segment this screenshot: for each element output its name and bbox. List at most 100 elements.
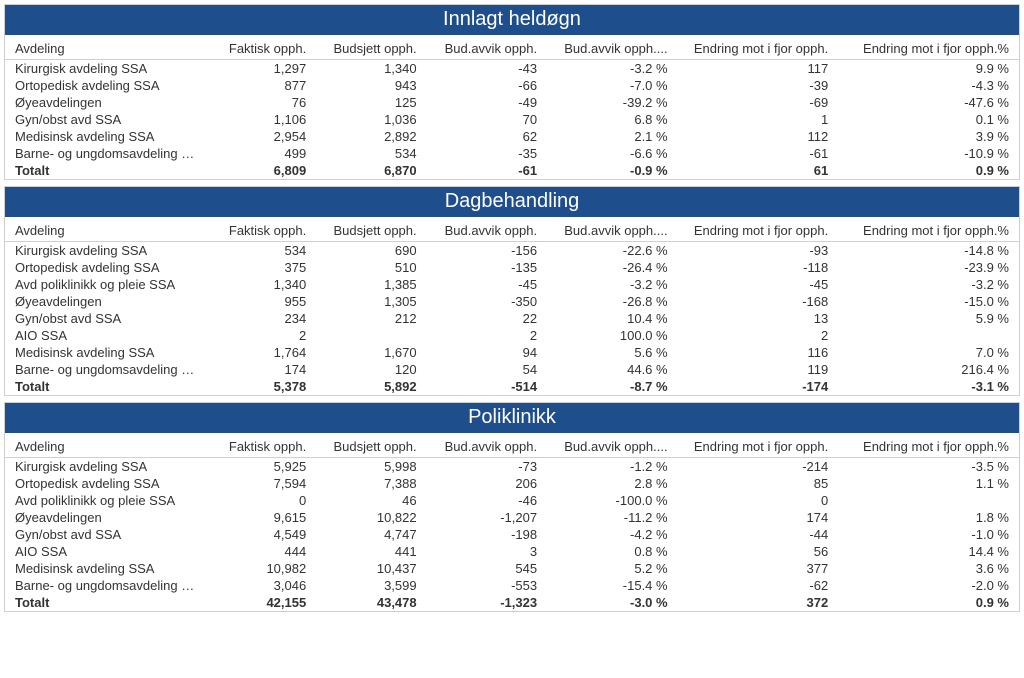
value-cell: -62 <box>678 577 839 594</box>
total-label: Totalt <box>5 594 206 611</box>
value-cell: 94 <box>427 344 547 361</box>
table-row: Medisinsk avdeling SSA1,7641,670945.6 %1… <box>5 344 1019 361</box>
total-value: 5,892 <box>316 378 426 395</box>
header-row: AvdelingFaktisk opph.Budsjett opph.Bud.a… <box>5 217 1019 242</box>
total-value: 42,155 <box>206 594 316 611</box>
value-cell <box>838 327 1019 344</box>
column-header: Endring mot i fjor opph. <box>678 35 839 60</box>
value-cell: -69 <box>678 94 839 111</box>
value-cell: 1.1 % <box>838 475 1019 492</box>
value-cell: -26.8 % <box>547 293 678 310</box>
table-row: Øyeavdelingen9551,305-350-26.8 %-168-15.… <box>5 293 1019 310</box>
value-cell: 441 <box>316 543 426 560</box>
value-cell: -2.0 % <box>838 577 1019 594</box>
value-cell: -66 <box>427 77 547 94</box>
value-cell: 1,297 <box>206 60 316 78</box>
dept-cell: Kirurgisk avdeling SSA <box>5 242 206 260</box>
value-cell: 119 <box>678 361 839 378</box>
dept-cell: Øyeavdelingen <box>5 94 206 111</box>
value-cell: 1,340 <box>206 276 316 293</box>
value-cell: 943 <box>316 77 426 94</box>
table-row: AIO SSA44444130.8 %5614.4 % <box>5 543 1019 560</box>
value-cell: 3.6 % <box>838 560 1019 577</box>
value-cell: 1 <box>678 111 839 128</box>
value-cell: -23.9 % <box>838 259 1019 276</box>
value-cell: -14.8 % <box>838 242 1019 260</box>
value-cell: -61 <box>678 145 839 162</box>
table-row: Kirurgisk avdeling SSA1,2971,340-43-3.2 … <box>5 60 1019 78</box>
total-value: 372 <box>678 594 839 611</box>
value-cell: 100.0 % <box>547 327 678 344</box>
value-cell: 120 <box>316 361 426 378</box>
header-row: AvdelingFaktisk opph.Budsjett opph.Bud.a… <box>5 35 1019 60</box>
total-value: -514 <box>427 378 547 395</box>
dept-cell: AIO SSA <box>5 327 206 344</box>
total-label: Totalt <box>5 162 206 179</box>
dept-cell: Gyn/obst avd SSA <box>5 526 206 543</box>
column-header: Bud.avvik opph.... <box>547 217 678 242</box>
value-cell: 4,549 <box>206 526 316 543</box>
value-cell: -3.2 % <box>838 276 1019 293</box>
value-cell: 125 <box>316 94 426 111</box>
value-cell: 375 <box>206 259 316 276</box>
value-cell: 1,764 <box>206 344 316 361</box>
total-value: -3.1 % <box>838 378 1019 395</box>
dept-cell: Barne- og ungdomsavdeling SSA <box>5 145 206 162</box>
dept-cell: Ortopedisk avdeling SSA <box>5 475 206 492</box>
value-cell: -43 <box>427 60 547 78</box>
value-cell: 4,747 <box>316 526 426 543</box>
section-title: Innlagt heldøgn <box>5 5 1019 35</box>
value-cell: 174 <box>678 509 839 526</box>
column-header: Bud.avvik opph. <box>427 217 547 242</box>
value-cell: 212 <box>316 310 426 327</box>
value-cell: 377 <box>678 560 839 577</box>
value-cell: 56 <box>678 543 839 560</box>
value-cell: 2 <box>206 327 316 344</box>
value-cell <box>316 327 426 344</box>
table-row: Ortopedisk avdeling SSA877943-66-7.0 %-3… <box>5 77 1019 94</box>
total-value: 0.9 % <box>838 162 1019 179</box>
value-cell: -100.0 % <box>547 492 678 509</box>
value-cell: 1.8 % <box>838 509 1019 526</box>
value-cell: -10.9 % <box>838 145 1019 162</box>
dept-cell: Øyeavdelingen <box>5 509 206 526</box>
column-header: Faktisk opph. <box>206 217 316 242</box>
section-title: Poliklinikk <box>5 403 1019 433</box>
value-cell: 7,388 <box>316 475 426 492</box>
dept-cell: Medisinsk avdeling SSA <box>5 344 206 361</box>
dept-cell: AIO SSA <box>5 543 206 560</box>
value-cell: -35 <box>427 145 547 162</box>
column-header: Endring mot i fjor opph.% <box>838 35 1019 60</box>
dept-cell: Barne- og ungdomsavdeling SSA <box>5 361 206 378</box>
total-value: -61 <box>427 162 547 179</box>
total-value: -3.0 % <box>547 594 678 611</box>
value-cell: 534 <box>316 145 426 162</box>
value-cell: -3.2 % <box>547 276 678 293</box>
dept-cell: Avd poliklinikk og pleie SSA <box>5 492 206 509</box>
report-root: Innlagt heldøgnAvdelingFaktisk opph.Buds… <box>4 4 1020 612</box>
value-cell: 2.1 % <box>547 128 678 145</box>
dept-cell: Øyeavdelingen <box>5 293 206 310</box>
value-cell: 3 <box>427 543 547 560</box>
value-cell: -198 <box>427 526 547 543</box>
value-cell: 174 <box>206 361 316 378</box>
data-table: AvdelingFaktisk opph.Budsjett opph.Bud.a… <box>5 433 1019 611</box>
dept-cell: Gyn/obst avd SSA <box>5 111 206 128</box>
column-header: Faktisk opph. <box>206 35 316 60</box>
table-row: Avd poliklinikk og pleie SSA046-46-100.0… <box>5 492 1019 509</box>
value-cell: 0 <box>206 492 316 509</box>
column-header: Avdeling <box>5 217 206 242</box>
table-row: Barne- og ungdomsavdeling SSA499534-35-6… <box>5 145 1019 162</box>
value-cell: 534 <box>206 242 316 260</box>
value-cell: 444 <box>206 543 316 560</box>
value-cell: 44.6 % <box>547 361 678 378</box>
total-value: 5,378 <box>206 378 316 395</box>
column-header: Budsjett opph. <box>316 217 426 242</box>
value-cell: 1,106 <box>206 111 316 128</box>
column-header: Bud.avvik opph.... <box>547 35 678 60</box>
value-cell: 690 <box>316 242 426 260</box>
value-cell: -45 <box>427 276 547 293</box>
value-cell: 9.9 % <box>838 60 1019 78</box>
value-cell: 2.8 % <box>547 475 678 492</box>
table-row: Ortopedisk avdeling SSA375510-135-26.4 %… <box>5 259 1019 276</box>
